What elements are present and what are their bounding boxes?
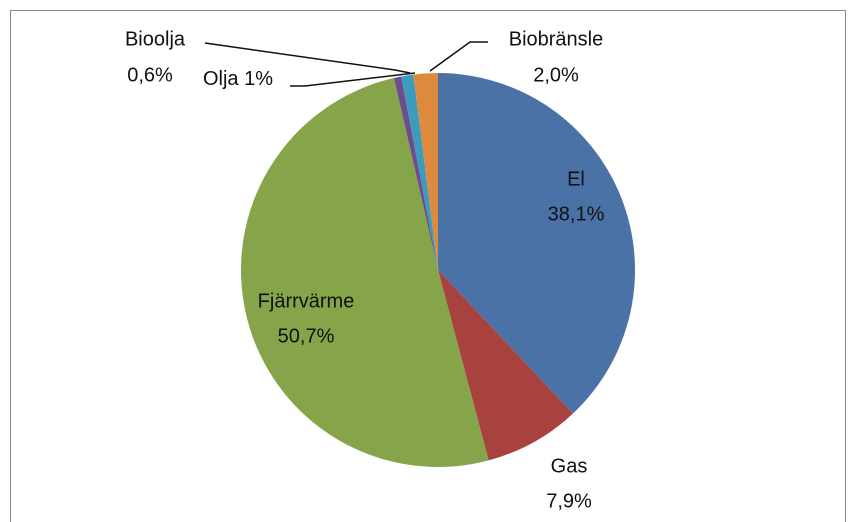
leader-line [290,72,416,87]
value-label: 50,7% [278,325,335,347]
value-label: 2,0% [533,64,579,86]
leader-line [429,41,488,72]
category-label: Biobränsle [509,28,604,50]
value-label: 38,1% [548,203,605,225]
category-label: Olja [203,68,239,90]
category-label: El [567,168,585,190]
leader-line [204,42,411,74]
pie-slice [401,74,438,271]
slices [240,73,635,468]
category-label: Gas [551,455,588,477]
data-label: Olja 1% [203,68,273,90]
pie-slice [438,73,635,414]
pie-slice [413,73,438,270]
category-label: Fjärrvärme [258,290,355,312]
pie-slice [438,270,573,461]
pie-slice [240,77,489,468]
category-label: Bioolja [125,28,186,50]
value-label: 1% [244,68,273,90]
value-label: 7,9% [546,490,592,512]
pie-slice [393,76,438,270]
value-label: 0,6% [127,64,173,86]
